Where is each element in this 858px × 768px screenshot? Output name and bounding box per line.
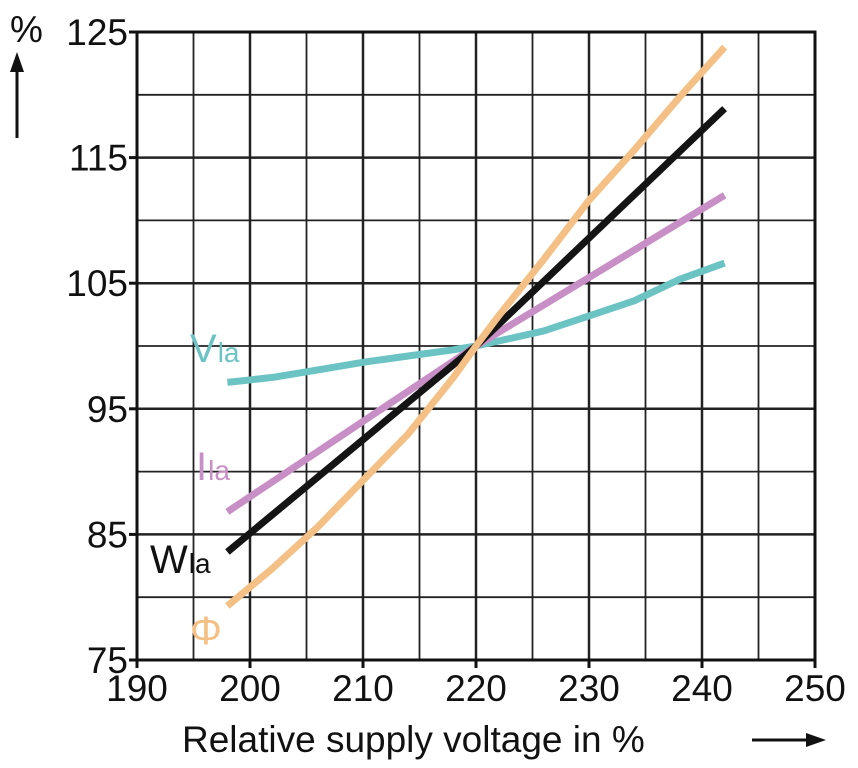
y-tick-label: 95: [87, 389, 128, 430]
series-label-vla: Vla: [190, 327, 240, 371]
series-label-phi: Φ: [190, 609, 222, 653]
x-tick-label: 200: [219, 668, 281, 709]
x-tick-label: 210: [332, 668, 394, 709]
x-tick-label: 190: [106, 668, 168, 709]
series-labels: Vla Ila Wla Φ: [150, 327, 240, 653]
y-tick-label: 125: [66, 12, 128, 53]
series-label-ila: Ila: [196, 445, 230, 489]
x-tick-label: 220: [445, 668, 507, 709]
y-axis-ticks: 75 85 95 105 115 125: [66, 12, 137, 681]
x-tick-label: 230: [558, 668, 620, 709]
x-axis-label: Relative supply voltage in %: [182, 719, 645, 760]
x-tick-label: 250: [784, 668, 846, 709]
series-label-wla: Wla: [150, 538, 211, 582]
series-line-phi: [225, 44, 728, 609]
y-tick-label: 75: [87, 640, 128, 681]
y-tick-label: 115: [69, 138, 128, 179]
y-axis-label: %: [10, 9, 43, 50]
series-curves: [225, 44, 728, 609]
y-axis-arrow-icon: [10, 52, 24, 138]
x-axis-ticks: 190 200 210 220 230 240 250: [106, 660, 846, 709]
y-tick-label: 105: [66, 263, 128, 304]
x-tick-label: 240: [671, 668, 733, 709]
grid: [137, 32, 815, 660]
y-tick-label: 85: [87, 514, 128, 555]
x-axis-arrow-icon: [752, 733, 826, 747]
